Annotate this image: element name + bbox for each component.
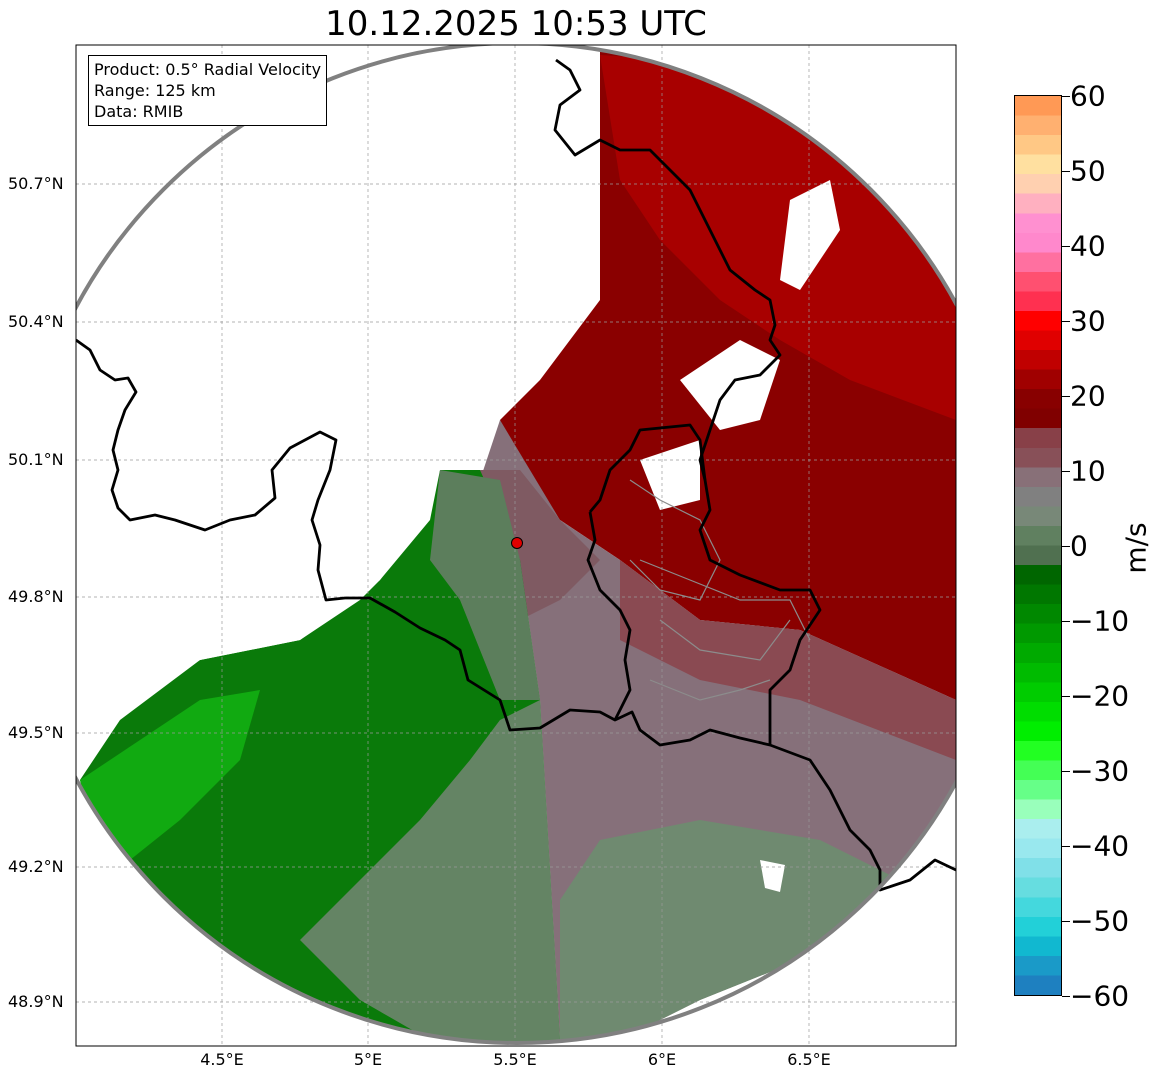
graticule — [76, 45, 956, 1046]
info-range: Range: 125 km — [94, 81, 216, 100]
colorbar-tick — [1062, 246, 1070, 247]
lat-label: 49.8°N — [8, 587, 64, 606]
country-borders — [76, 58, 956, 892]
province-boundaries — [629, 479, 811, 701]
colorbar-tick-label: −60 — [1070, 979, 1130, 1013]
colorbar-tick-label: 30 — [1070, 304, 1106, 338]
info-box: Product: 0.5° Radial Velocity Range: 125… — [88, 55, 328, 126]
colorbar-tick-label: −50 — [1070, 904, 1130, 938]
colorbar-tick — [1062, 771, 1070, 772]
colorbar-tick-label: −10 — [1070, 604, 1130, 638]
colorbar — [1014, 95, 1062, 996]
radar-site-marker — [511, 537, 523, 549]
lon-label: 4.5°E — [200, 1050, 244, 1069]
lat-label: 49.2°N — [8, 857, 64, 876]
lat-label: 50.4°N — [8, 312, 64, 331]
colorbar-tick-label: 0 — [1070, 529, 1088, 563]
colorbar-tick — [1062, 546, 1070, 547]
colorbar-tick — [1062, 96, 1070, 97]
range-ring — [76, 45, 956, 1045]
plot-frame — [75, 44, 957, 1047]
info-product: Product: 0.5° Radial Velocity — [94, 60, 322, 79]
lon-label: 6.5°E — [787, 1050, 831, 1069]
map-title: 10.12.2025 10:53 UTC — [325, 4, 707, 44]
lat-label: 49.5°N — [8, 723, 64, 742]
lon-label: 5°E — [353, 1050, 383, 1069]
colorbar-tick — [1062, 996, 1070, 997]
lat-label: 50.7°N — [8, 174, 64, 193]
colorbar-tick-label: 20 — [1070, 379, 1106, 413]
lon-label: 5.5°E — [493, 1050, 537, 1069]
colorbar-tick-label: −30 — [1070, 754, 1130, 788]
lat-label: 50.1°N — [8, 450, 64, 469]
colorbar-tick — [1062, 621, 1070, 622]
colorbar-tick-label: 40 — [1070, 229, 1106, 263]
lon-label: 6°E — [647, 1050, 677, 1069]
colorbar-tick-label: 10 — [1070, 454, 1106, 488]
colorbar-tick — [1062, 171, 1070, 172]
colorbar-tick — [1062, 921, 1070, 922]
colorbar-tick-label: 60 — [1070, 79, 1106, 113]
lat-label: 48.9°N — [8, 992, 64, 1011]
colorbar-tick — [1062, 471, 1070, 472]
colorbar-tick — [1062, 321, 1070, 322]
colorbar-tick-label: −20 — [1070, 679, 1130, 713]
colorbar-tick-label: 50 — [1070, 154, 1106, 188]
colorbar-unit-label: m/s — [1119, 522, 1153, 574]
colorbar-tick — [1062, 396, 1070, 397]
colorbar-tick-label: −40 — [1070, 829, 1130, 863]
colorbar-tick — [1062, 846, 1070, 847]
velocity-field — [76, 45, 956, 1043]
info-data-source: Data: RMIB — [94, 102, 184, 121]
colorbar-tick — [1062, 696, 1070, 697]
